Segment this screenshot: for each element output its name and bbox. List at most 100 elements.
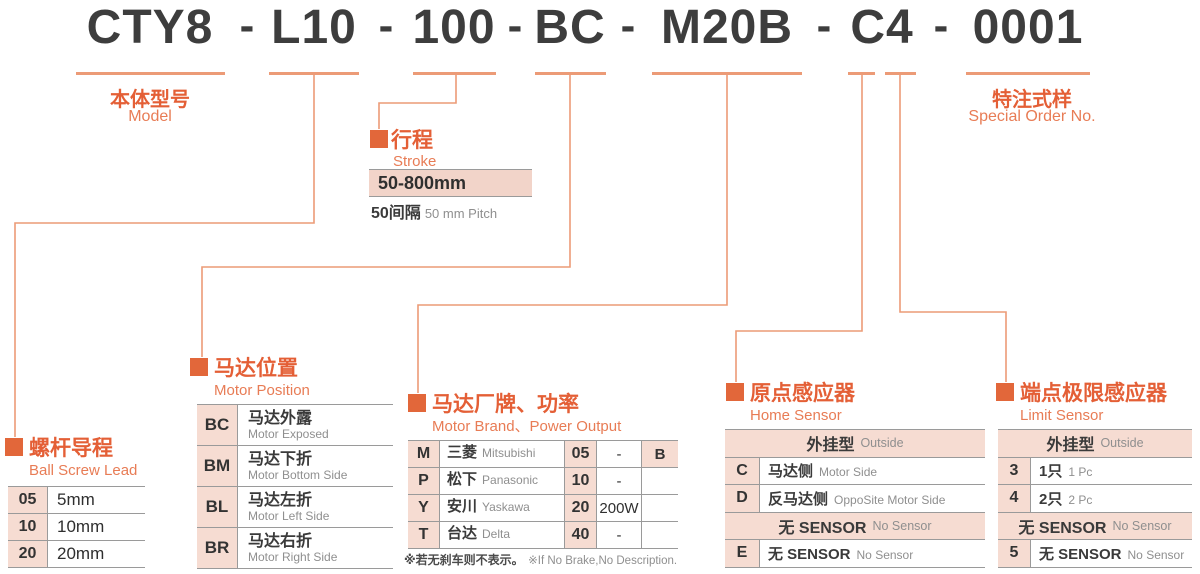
model-code-segment-position: BC [534, 1, 606, 54]
brand-cell: 三菱 Mitsubishi [440, 441, 565, 467]
brand-code-cell: Y [408, 495, 440, 521]
table-row: BL 马达左折 Motor Left Side [197, 487, 393, 528]
underline-body [76, 72, 225, 75]
table-row: BC 马达外露 Motor Exposed [197, 405, 393, 446]
value-en: Motor Right Side [248, 550, 338, 564]
group-zh: 外挂型 [806, 437, 855, 455]
table-row: 5 无 SENSOR No Sensor [998, 540, 1192, 568]
group-header-row: 外挂型 Outside [998, 430, 1192, 458]
motor-brand-title-en: Motor Brand、Power Output [432, 418, 622, 435]
brake-cell [642, 522, 678, 548]
value-zh: 马达外露 [248, 409, 313, 427]
model-code-dash: - [378, 1, 394, 50]
group-header-cell: 外挂型 Outside [998, 430, 1192, 457]
model-code-segment-body: CTY8 [86, 1, 214, 54]
brand-cell: 松下 Panasonic [440, 468, 565, 494]
motor-brand-section-marker [408, 394, 426, 412]
group-en: No Sensor [1112, 518, 1172, 533]
brand-en: Panasonic [482, 473, 539, 487]
power-value-cell: - [597, 441, 642, 467]
stroke-range-value: 50-800mm [378, 172, 467, 193]
home-sensor-table: 外挂型 Outside C 马达侧 Motor Side D 反马达侧 Oppo… [725, 429, 985, 568]
brand-zh: 三菱 [447, 444, 478, 461]
model-code-dash: - [620, 1, 636, 50]
brand-en: Yaskawa [482, 500, 530, 514]
power-code-cell: 05 [565, 441, 597, 467]
table-row: BM 马达下折 Motor Bottom Side [197, 446, 393, 487]
value-cell: 马达外露 Motor Exposed [238, 405, 329, 445]
brand-en: Delta [482, 527, 511, 541]
model-code-segment-sensors: C4 [850, 1, 914, 54]
brand-zh: 台达 [447, 525, 478, 542]
table-row: 4 2只 2 Pc [998, 485, 1192, 513]
group-zh: 外挂型 [1046, 437, 1095, 455]
brand-cell: 台达 Delta [440, 522, 565, 548]
brand-en: Mitsubishi [482, 446, 536, 460]
model-label-zh: 本体型号 [110, 89, 190, 111]
power-value-cell: 200W [597, 495, 642, 521]
special-order-label-zh: 特注式样 [992, 89, 1072, 111]
table-row: M 三菱 Mitsubishi 05 - B [408, 441, 678, 468]
model-code-segment-order: 0001 [972, 1, 1084, 54]
brand-code-cell: T [408, 522, 440, 548]
table-row: T 台达 Delta 40 - [408, 522, 678, 549]
value-cell: 10mm [57, 517, 105, 536]
code-cell: E [725, 540, 760, 567]
value-cell: 马达下折 Motor Bottom Side [238, 446, 347, 486]
table-row: 10 10mm [8, 514, 145, 541]
underline-stroke [413, 72, 496, 75]
home-sensor-title-zh: 原点感应器 [750, 382, 855, 405]
model-code-dash: - [816, 1, 832, 50]
model-label-en: Model [128, 108, 172, 125]
model-code-dash: - [933, 1, 949, 50]
group-header-cell: 无 SENSOR No Sensor [725, 512, 985, 539]
motor-position-title-zh: 马达位置 [214, 357, 298, 380]
group-en: No Sensor [872, 518, 932, 533]
value-cell: 马达侧 Motor Side [760, 460, 985, 481]
brake-cell [642, 495, 678, 521]
model-code-segment-lead: L10 [271, 1, 357, 54]
group-header-row: 无 SENSOR No Sensor [998, 512, 1192, 540]
value-en: 2 Pc [1068, 492, 1093, 507]
value-en: Motor Left Side [248, 509, 330, 523]
power-code-cell: 40 [565, 522, 597, 548]
value-zh: 无 SENSOR [1039, 545, 1122, 563]
limit-sensor-section-marker [996, 383, 1014, 401]
limit-sensor-table: 外挂型 Outside 3 1只 1 Pc 4 2只 2 Pc 无 SENSOR… [998, 429, 1192, 568]
code-cell: BC [197, 405, 238, 445]
value-zh: 马达左折 [248, 491, 313, 509]
table-row: E 无 SENSOR No Sensor [725, 540, 985, 568]
stroke-title-zh: 行程 [391, 129, 433, 152]
brand-cell: 安川 Yaskawa [440, 495, 565, 521]
brand-code-cell: P [408, 468, 440, 494]
brake-cell [642, 468, 678, 494]
code-cell: BM [197, 446, 238, 486]
group-en: Outside [1100, 436, 1144, 451]
code-cell: 10 [8, 514, 48, 540]
stroke-section-marker [370, 130, 388, 148]
value-cell: 1只 1 Pc [1031, 460, 1192, 481]
code-cell: D [725, 485, 760, 512]
stroke-pitch: 50间隔 50 mm Pitch [371, 199, 497, 223]
group-zh: 无 SENSOR [1018, 519, 1107, 537]
connector-m20b-motor-brand [417, 73, 728, 393]
value-en: 1 Pc [1068, 465, 1093, 480]
value-en: Motor Bottom Side [248, 468, 348, 482]
underline-position [535, 72, 606, 75]
table-row: C 马达侧 Motor Side [725, 457, 985, 485]
value-en: OppoSite Motor Side [834, 492, 946, 507]
stroke-range-box: 50-800mm [369, 169, 532, 197]
value-cell: 马达左折 Motor Left Side [238, 487, 329, 527]
value-en: No Sensor [1127, 547, 1185, 562]
connector-100-stroke [378, 73, 457, 129]
stroke-pitch-en: 50 mm Pitch [424, 206, 498, 221]
motor-position-section-marker [190, 358, 208, 376]
model-code-segment-motor: M20B [660, 1, 794, 54]
group-header-cell: 无 SENSOR No Sensor [998, 512, 1192, 539]
table-row: P 松下 Panasonic 10 - [408, 468, 678, 495]
group-header-row: 外挂型 Outside [725, 430, 985, 458]
limit-sensor-title-en: Limit Sensor [1020, 407, 1104, 424]
brand-zh: 安川 [447, 498, 478, 515]
group-header-cell: 外挂型 Outside [725, 430, 985, 457]
